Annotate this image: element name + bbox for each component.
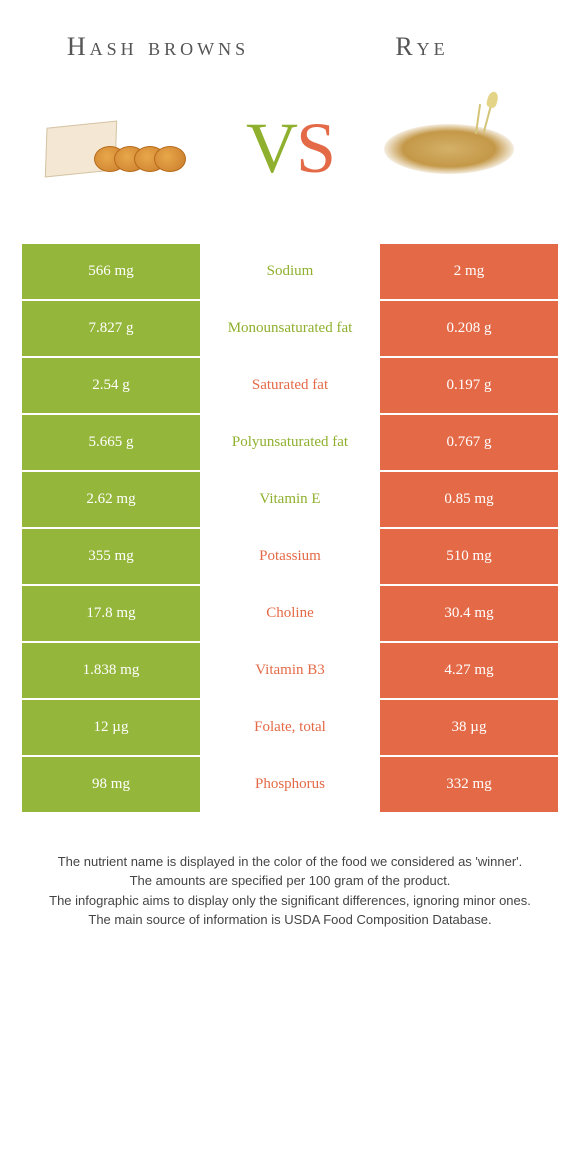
right-value: 38 µg: [380, 700, 558, 755]
table-row: 17.8 mgCholine30.4 mg: [22, 586, 558, 641]
footer-line-3: The infographic aims to display only the…: [40, 891, 540, 911]
footer-line-4: The main source of information is USDA F…: [40, 910, 540, 930]
right-value: 2 mg: [380, 244, 558, 299]
vs-label: VS: [246, 107, 334, 190]
right-food-title: Rye: [314, 30, 530, 64]
nutrient-label: Monounsaturated fat: [200, 301, 380, 356]
nutrient-label: Vitamin E: [200, 472, 380, 527]
vs-section: VS: [0, 74, 580, 244]
left-food-title: Hash browns: [50, 30, 266, 64]
left-value: 5.665 g: [22, 415, 200, 470]
nutrient-label: Sodium: [200, 244, 380, 299]
left-value: 7.827 g: [22, 301, 200, 356]
left-value: 355 mg: [22, 529, 200, 584]
left-value: 12 µg: [22, 700, 200, 755]
table-row: 2.54 gSaturated fat0.197 g: [22, 358, 558, 413]
right-value: 510 mg: [380, 529, 558, 584]
nutrient-label: Vitamin B3: [200, 643, 380, 698]
table-row: 2.62 mgVitamin E0.85 mg: [22, 472, 558, 527]
header: Hash browns Rye: [0, 0, 580, 74]
rye-image: [374, 104, 524, 194]
right-value: 0.767 g: [380, 415, 558, 470]
right-value: 0.208 g: [380, 301, 558, 356]
table-row: 5.665 gPolyunsaturated fat0.767 g: [22, 415, 558, 470]
footer-notes: The nutrient name is displayed in the co…: [40, 852, 540, 930]
right-value: 0.197 g: [380, 358, 558, 413]
left-value: 2.54 g: [22, 358, 200, 413]
nutrient-label: Folate, total: [200, 700, 380, 755]
nutrient-label: Choline: [200, 586, 380, 641]
table-row: 7.827 gMonounsaturated fat0.208 g: [22, 301, 558, 356]
left-value: 17.8 mg: [22, 586, 200, 641]
right-value: 4.27 mg: [380, 643, 558, 698]
footer-line-1: The nutrient name is displayed in the co…: [40, 852, 540, 872]
left-value: 98 mg: [22, 757, 200, 812]
nutrient-label: Polyunsaturated fat: [200, 415, 380, 470]
footer-line-2: The amounts are specified per 100 gram o…: [40, 871, 540, 891]
table-row: 1.838 mgVitamin B34.27 mg: [22, 643, 558, 698]
nutrient-label: Phosphorus: [200, 757, 380, 812]
left-value: 1.838 mg: [22, 643, 200, 698]
table-row: 98 mgPhosphorus332 mg: [22, 757, 558, 812]
nutrient-table: 566 mgSodium2 mg7.827 gMonounsaturated f…: [22, 244, 558, 812]
nutrient-label: Saturated fat: [200, 358, 380, 413]
left-value: 566 mg: [22, 244, 200, 299]
right-value: 0.85 mg: [380, 472, 558, 527]
right-value: 30.4 mg: [380, 586, 558, 641]
left-value: 2.62 mg: [22, 472, 200, 527]
right-value: 332 mg: [380, 757, 558, 812]
hash-browns-image: [56, 104, 206, 194]
vs-s: S: [296, 108, 334, 188]
nutrient-label: Potassium: [200, 529, 380, 584]
table-row: 566 mgSodium2 mg: [22, 244, 558, 299]
table-row: 355 mgPotassium510 mg: [22, 529, 558, 584]
table-row: 12 µgFolate, total38 µg: [22, 700, 558, 755]
vs-v: V: [246, 108, 296, 188]
